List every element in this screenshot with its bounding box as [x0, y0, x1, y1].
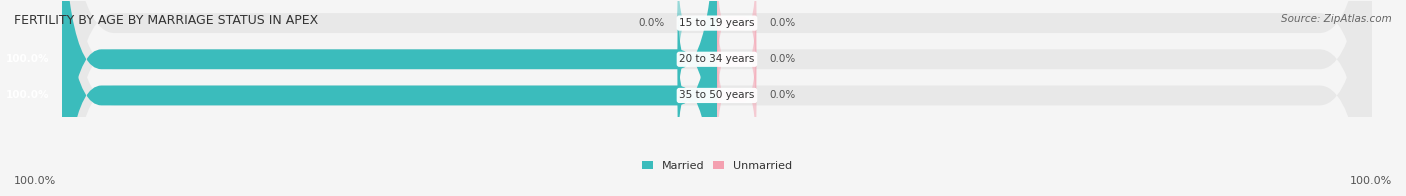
- Text: 0.0%: 0.0%: [769, 18, 796, 28]
- Text: 20 to 34 years: 20 to 34 years: [679, 54, 755, 64]
- Text: FERTILITY BY AGE BY MARRIAGE STATUS IN APEX: FERTILITY BY AGE BY MARRIAGE STATUS IN A…: [14, 14, 318, 27]
- Text: 100.0%: 100.0%: [6, 90, 49, 101]
- FancyBboxPatch shape: [678, 0, 717, 125]
- Text: 100.0%: 100.0%: [1350, 176, 1392, 186]
- Text: Source: ZipAtlas.com: Source: ZipAtlas.com: [1281, 14, 1392, 24]
- FancyBboxPatch shape: [62, 0, 1372, 196]
- FancyBboxPatch shape: [678, 0, 717, 88]
- Text: 15 to 19 years: 15 to 19 years: [679, 18, 755, 28]
- FancyBboxPatch shape: [62, 0, 1372, 196]
- FancyBboxPatch shape: [717, 0, 756, 125]
- Text: 100.0%: 100.0%: [14, 176, 56, 186]
- Legend: Married, Unmarried: Married, Unmarried: [637, 156, 797, 175]
- FancyBboxPatch shape: [678, 30, 717, 161]
- Text: 0.0%: 0.0%: [638, 18, 665, 28]
- FancyBboxPatch shape: [62, 0, 717, 196]
- Text: 0.0%: 0.0%: [769, 54, 796, 64]
- Text: 0.0%: 0.0%: [769, 90, 796, 101]
- FancyBboxPatch shape: [62, 0, 717, 196]
- FancyBboxPatch shape: [62, 0, 1372, 196]
- FancyBboxPatch shape: [717, 30, 756, 161]
- Text: 100.0%: 100.0%: [6, 54, 49, 64]
- Text: 35 to 50 years: 35 to 50 years: [679, 90, 755, 101]
- FancyBboxPatch shape: [717, 0, 756, 88]
